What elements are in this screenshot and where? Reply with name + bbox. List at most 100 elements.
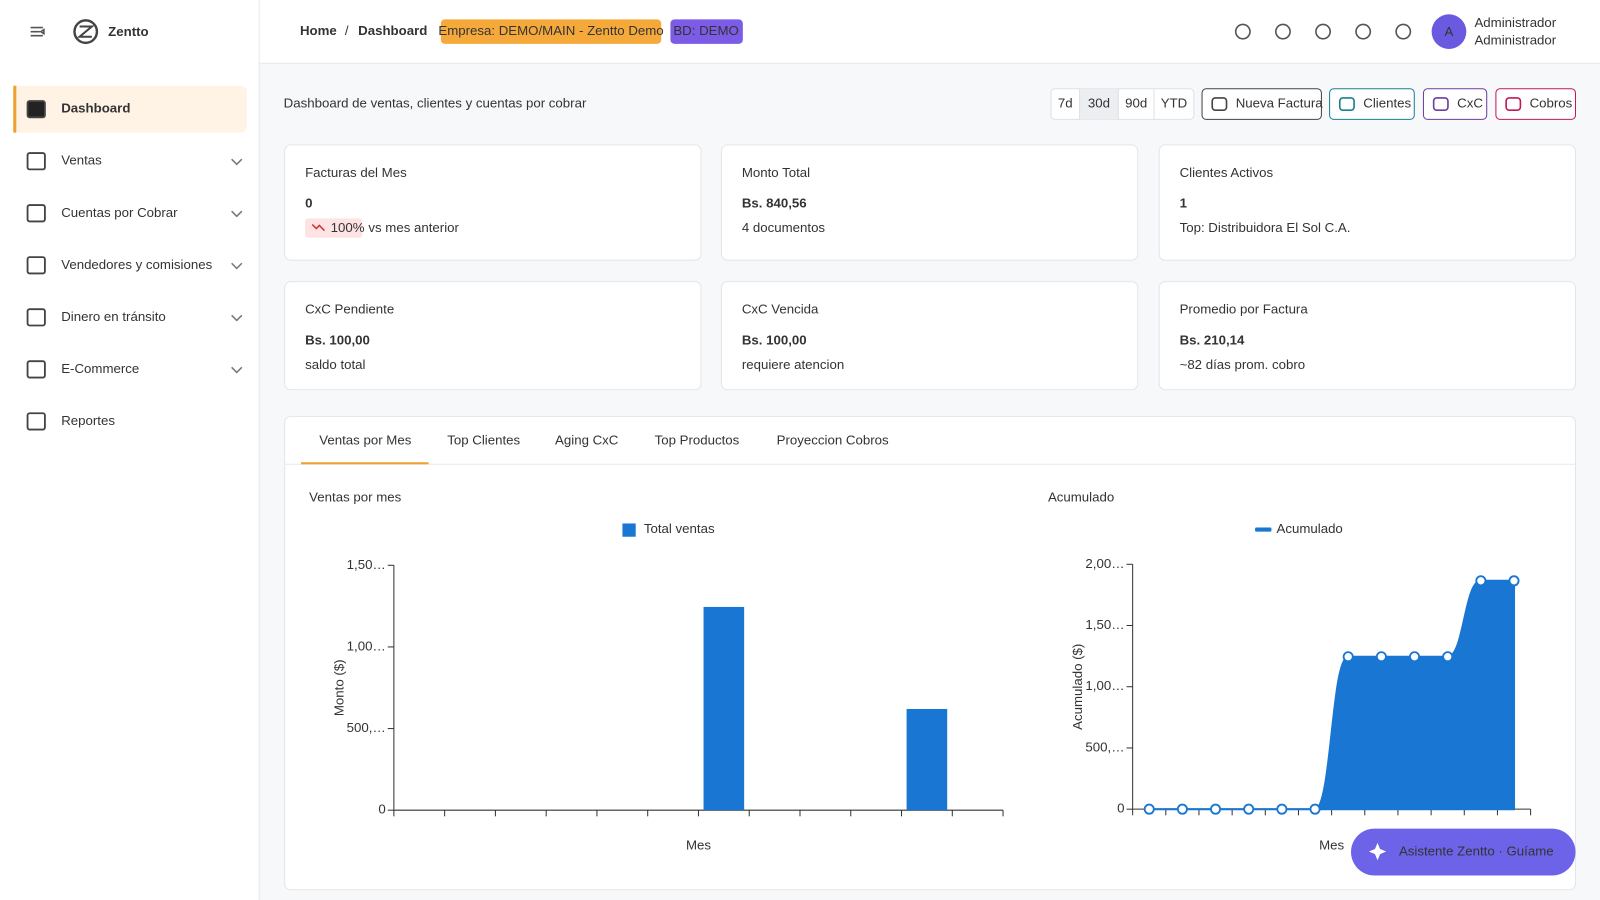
menu-chevron[interactable]	[231, 210, 243, 218]
card-title: Monto Total	[742, 165, 810, 180]
trend-value: 100%	[331, 220, 365, 235]
assistant-icon	[1368, 842, 1387, 861]
range-button[interactable]: 30d	[1088, 96, 1110, 111]
assistant-button[interactable]	[1351, 828, 1576, 876]
action-label: Nueva Factura	[1236, 96, 1324, 111]
point	[1475, 575, 1487, 587]
breadcrumb-current: Dashboard	[358, 23, 427, 38]
menu-label[interactable]: Reportes	[61, 413, 115, 428]
kpi-card	[284, 281, 702, 391]
menu-label[interactable]: Dinero en tránsito	[61, 309, 166, 324]
card-note: Top: Distribuidora El Sol C.A.	[1180, 220, 1351, 235]
x-axis-label: Mes	[686, 837, 711, 852]
point	[1276, 803, 1288, 815]
logo-icon	[73, 19, 99, 45]
card-title: CxC Pendiente	[305, 302, 394, 317]
action-label: CxC	[1457, 96, 1483, 111]
menu-label[interactable]: Ventas	[61, 153, 102, 168]
action-button[interactable]	[1495, 88, 1577, 120]
y-tick-label: 1,00…	[1085, 678, 1124, 693]
tab[interactable]: Top Productos	[655, 432, 740, 447]
help-icon[interactable]	[1274, 23, 1291, 40]
notification-icon[interactable]	[1315, 23, 1332, 40]
menu-label[interactable]: Dashboard	[61, 101, 130, 116]
point	[1409, 651, 1421, 663]
card-value: Bs. 210,14	[1180, 332, 1245, 347]
kpi-card	[1158, 281, 1577, 391]
range-button[interactable]: YTD	[1161, 96, 1188, 111]
page-description: Dashboard de ventas, clientes y cuentas …	[284, 96, 587, 111]
bar	[906, 708, 948, 811]
action-button[interactable]	[1422, 88, 1488, 120]
menu-icon	[26, 412, 46, 431]
card-note: ~82 días prom. cobro	[1180, 357, 1306, 372]
card-title: Clientes Activos	[1180, 165, 1274, 180]
theme-icon[interactable]	[1234, 23, 1251, 40]
breadcrumb-link[interactable]: Home	[300, 23, 337, 38]
trend-badge	[305, 218, 363, 238]
tab-panel	[284, 415, 1577, 891]
menu-toggle-icon[interactable]	[30, 26, 45, 37]
card-title: Promedio por Factura	[1180, 302, 1309, 317]
card-note: vs mes anterior	[368, 220, 459, 235]
menu-label[interactable]: Vendedores y comisiones	[61, 257, 212, 272]
tab[interactable]: Aging CxC	[555, 432, 619, 447]
active-item-indicator	[13, 85, 17, 133]
y-axis-label: Monto ($)	[331, 659, 346, 716]
avatar[interactable]	[1431, 14, 1467, 49]
kpi-card	[1158, 144, 1577, 261]
card-note: requiere atencion	[742, 357, 844, 372]
menu-label[interactable]: Cuentas por Cobrar	[61, 205, 178, 220]
card-value: Bs. 100,00	[742, 332, 807, 347]
sidebar	[0, 0, 260, 900]
menu-icon	[26, 360, 46, 379]
y-tick-label: 1,50…	[1085, 617, 1124, 632]
card-value: Bs. 100,00	[305, 332, 370, 347]
range-button[interactable]: 7d	[1058, 96, 1073, 111]
avatar-initial: A	[1445, 24, 1454, 39]
menu-icon	[26, 256, 46, 275]
menu-icon	[26, 204, 46, 223]
action-button[interactable]	[1201, 88, 1322, 120]
logo-mark	[76, 25, 95, 38]
card-title: CxC Vencida	[742, 302, 819, 317]
point	[1442, 651, 1454, 663]
range-button[interactable]: 90d	[1125, 96, 1147, 111]
point	[1176, 803, 1188, 815]
menu-icon	[26, 152, 46, 171]
active-item-background[interactable]	[13, 85, 247, 133]
menu-icon	[26, 308, 46, 327]
y-tick-label: 0	[1117, 801, 1124, 816]
menu-label[interactable]: E-Commerce	[61, 361, 139, 376]
list-icon[interactable]	[1355, 23, 1372, 40]
company-badge	[440, 19, 662, 44]
user-role: Administrador	[1474, 32, 1556, 47]
menu-chevron[interactable]	[231, 158, 243, 166]
chart-title: Acumulado	[1048, 489, 1114, 504]
brand-name: Zentto	[108, 24, 148, 39]
menu-chevron[interactable]	[231, 314, 243, 322]
tab-indicator	[301, 462, 429, 465]
user-name: Administrador	[1474, 15, 1556, 30]
action-button[interactable]	[1329, 88, 1415, 120]
card-value: 1	[1180, 196, 1187, 211]
card-value: 0	[305, 196, 312, 211]
x-axis-label: Mes	[1319, 837, 1344, 852]
tab[interactable]: Ventas por Mes	[319, 432, 411, 447]
menu-chevron[interactable]	[231, 262, 243, 270]
chart-title: Ventas por mes	[309, 489, 401, 504]
legend-label: Total ventas	[644, 521, 715, 536]
tab[interactable]: Proyeccion Cobros	[777, 432, 889, 447]
menu-chevron[interactable]	[231, 366, 243, 374]
action-label: Cobros	[1530, 96, 1573, 111]
kpi-card	[720, 281, 1139, 391]
menu-icon	[26, 100, 46, 119]
assistant-label[interactable]: Asistente Zentto · Guíame	[1399, 844, 1554, 859]
kpi-card	[720, 144, 1139, 261]
point	[1243, 803, 1255, 815]
mail-icon[interactable]	[1395, 23, 1412, 40]
tab[interactable]: Top Clientes	[447, 432, 520, 447]
bar	[703, 606, 745, 811]
